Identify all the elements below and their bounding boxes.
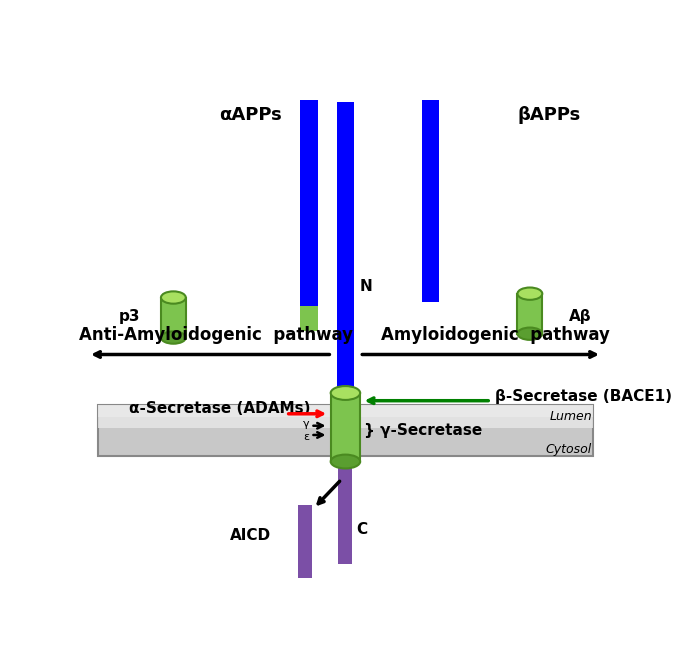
Ellipse shape	[518, 288, 543, 300]
Bar	[518, 294, 543, 334]
Text: Lumen: Lumen	[549, 410, 592, 423]
Text: C: C	[357, 522, 367, 537]
Text: N: N	[359, 279, 372, 294]
Bar	[331, 393, 360, 461]
Text: αAPPs: αAPPs	[220, 106, 282, 124]
Ellipse shape	[331, 386, 360, 400]
Ellipse shape	[161, 291, 186, 304]
Bar	[301, 101, 317, 330]
Bar	[338, 456, 353, 564]
Bar	[422, 101, 439, 302]
Text: ε: ε	[303, 432, 309, 442]
Text: AICD: AICD	[231, 528, 272, 543]
Ellipse shape	[161, 331, 186, 344]
Ellipse shape	[518, 328, 543, 340]
Bar	[337, 102, 354, 405]
Text: p3: p3	[119, 309, 141, 323]
Text: βAPPs: βAPPs	[518, 106, 581, 124]
Ellipse shape	[331, 455, 360, 468]
Text: α-Secretase (ADAMs): α-Secretase (ADAMs)	[129, 401, 311, 416]
Text: Aβ: Aβ	[569, 309, 591, 323]
Text: Amyloidogenic  pathway: Amyloidogenic pathway	[381, 327, 609, 344]
Bar	[161, 298, 186, 338]
Bar	[98, 405, 592, 417]
Text: Cytosol: Cytosol	[546, 443, 592, 456]
Text: Anti-Amyloidogenic  pathway: Anti-Amyloidogenic pathway	[79, 327, 353, 344]
Bar	[298, 505, 312, 578]
Bar	[301, 306, 317, 330]
FancyBboxPatch shape	[98, 405, 592, 456]
Text: γ: γ	[303, 419, 309, 429]
Text: } γ-Secretase: } γ-Secretase	[364, 423, 483, 438]
Text: β-Secretase (BACE1): β-Secretase (BACE1)	[495, 388, 672, 403]
Bar	[98, 405, 592, 428]
